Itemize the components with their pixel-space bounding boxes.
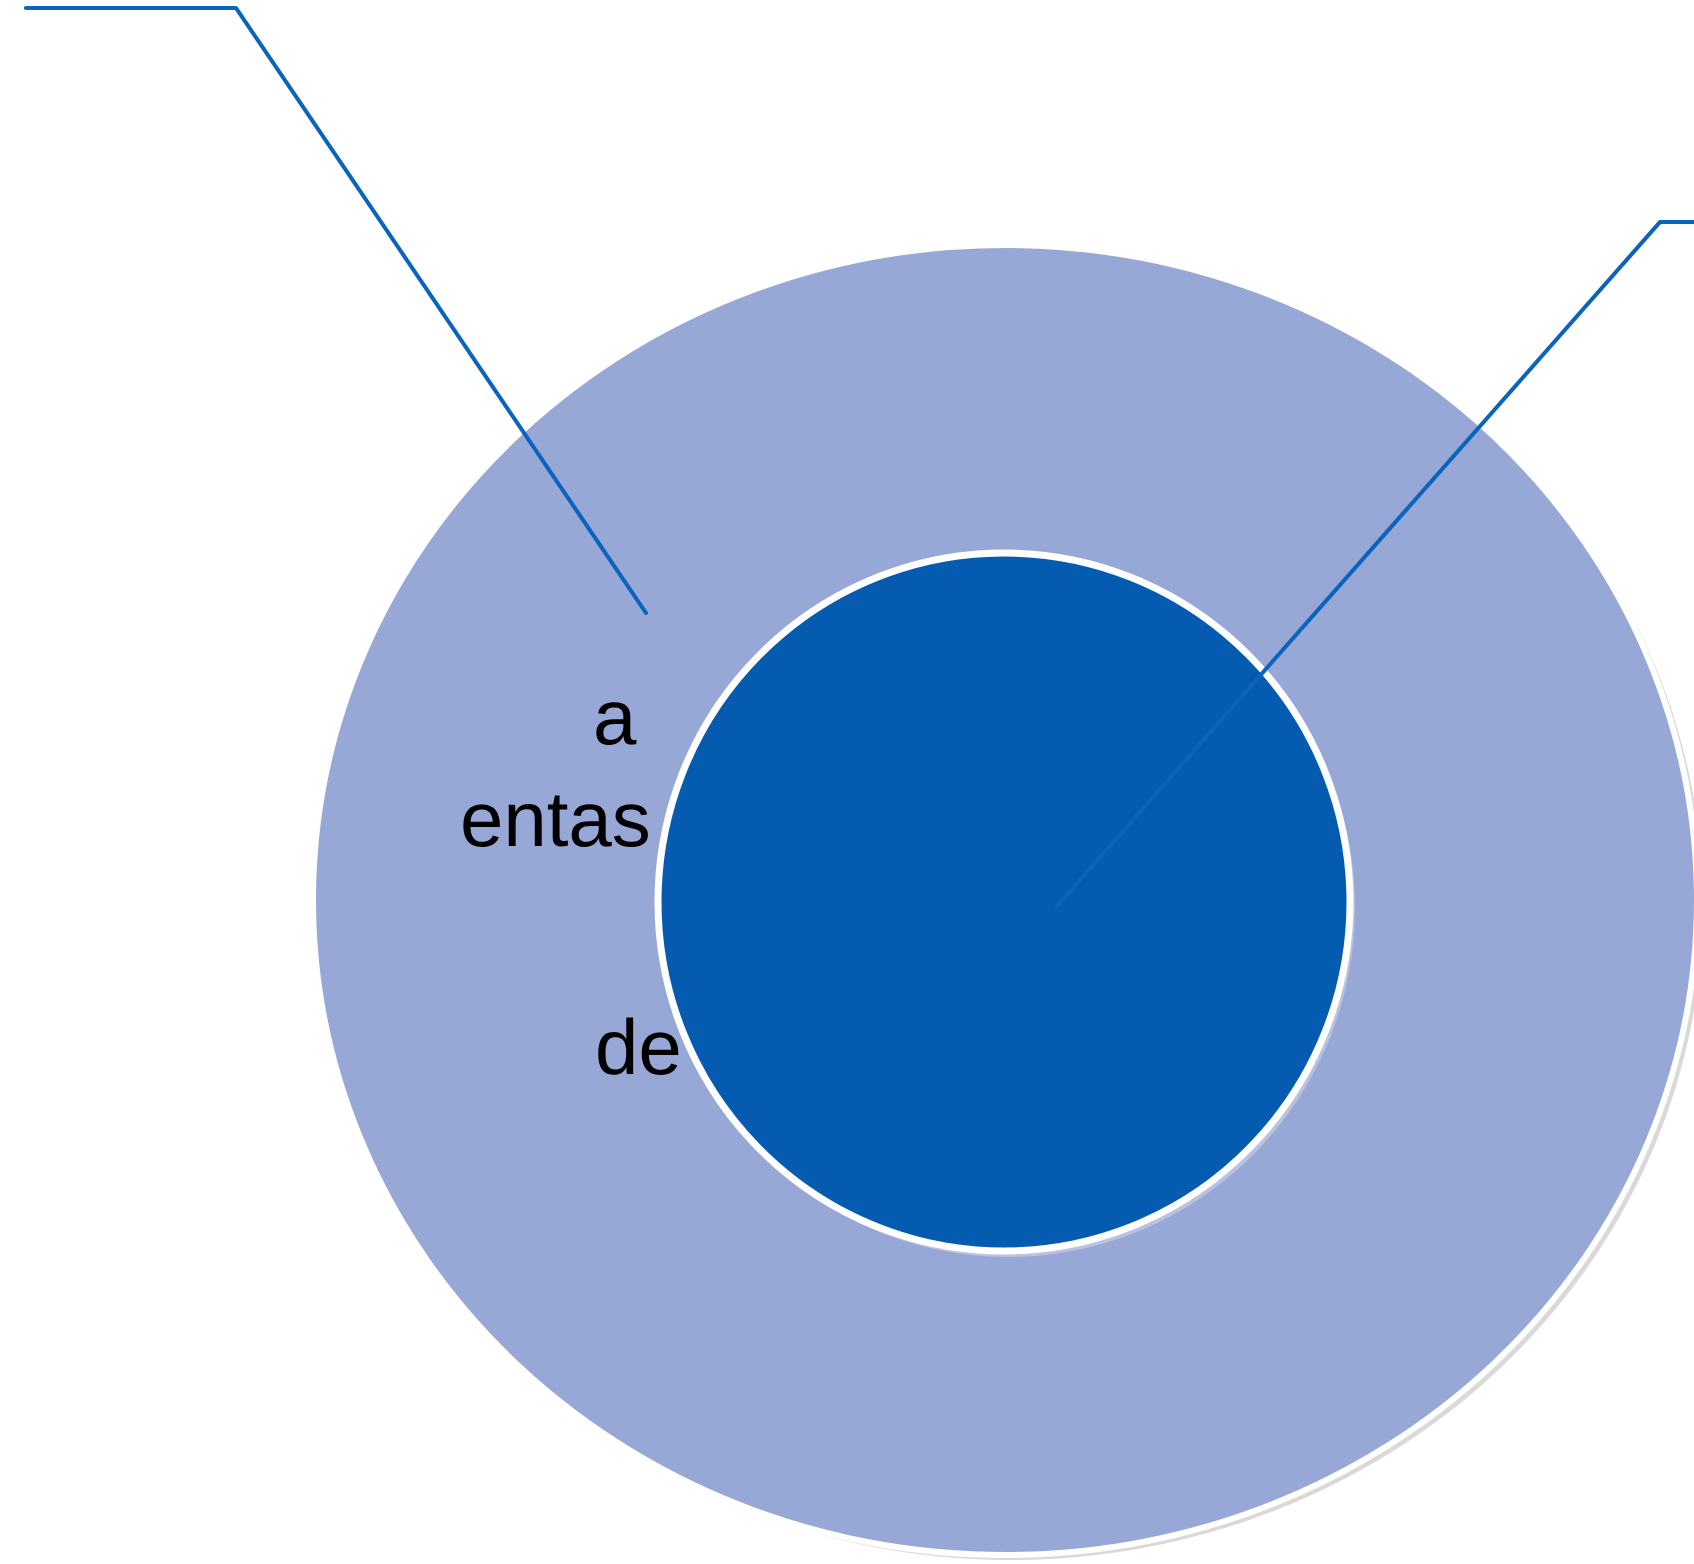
side-text-fragment-1: a (593, 673, 637, 761)
callout-line-outer (24, 6, 648, 615)
side-text-fragment-2: entas (460, 775, 651, 863)
side-text-fragment-3: de (595, 1003, 682, 1091)
callout-line-inner (1055, 220, 1694, 908)
inner-circle (654, 549, 1354, 1255)
